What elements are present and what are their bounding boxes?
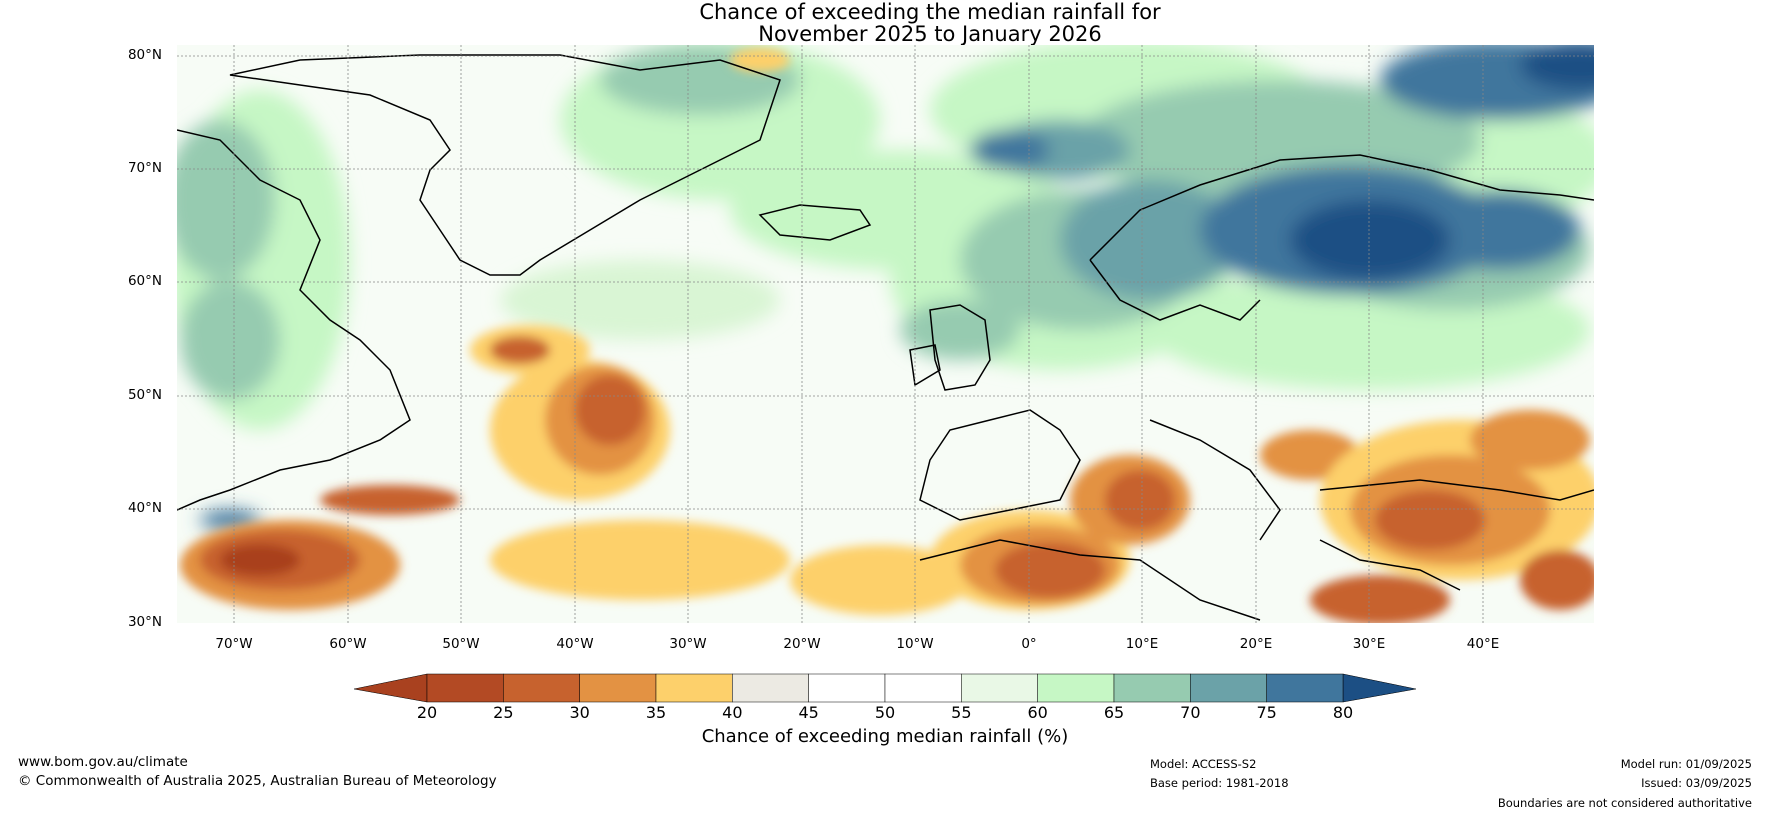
map-title-line-2: November 2025 to January 2026 bbox=[758, 22, 1102, 46]
colorbar-cell bbox=[503, 673, 580, 703]
copyright-text: © Commonwealth of Australia 2025, Austra… bbox=[18, 773, 497, 789]
colorbar-tick-label: 25 bbox=[493, 703, 514, 722]
model-run-text: Model run: 01/09/2025 bbox=[1620, 757, 1752, 771]
colorbar-tick-label: 30 bbox=[569, 703, 590, 722]
colorbar-tick-label: 70 bbox=[1180, 703, 1201, 722]
lon-label-50w: 50°W bbox=[442, 636, 480, 652]
lon-label-20e: 20°E bbox=[1239, 636, 1273, 652]
model-text: Model: ACCESS-S2 bbox=[1150, 757, 1257, 771]
lon-label-20w: 20°W bbox=[783, 636, 821, 652]
colorbar-tick-label: 35 bbox=[645, 703, 667, 722]
lon-label-30e: 30°E bbox=[1352, 636, 1386, 652]
lon-label-70w: 70°W bbox=[215, 636, 253, 652]
colorbar-tick-label: 40 bbox=[722, 703, 743, 722]
lat-label-40n: 40°N bbox=[127, 500, 162, 516]
colorbar-tick-label: 50 bbox=[874, 703, 896, 722]
lon-label-40w: 40°W bbox=[556, 636, 594, 652]
colorbar-tick-label: 60 bbox=[1027, 703, 1048, 722]
colorbar-cell bbox=[732, 673, 809, 703]
colorbar-cell bbox=[1113, 673, 1191, 703]
colorbar-cell bbox=[1190, 673, 1267, 703]
lon-label-10w: 10°W bbox=[896, 636, 934, 652]
colorbar-tick-label: 20 bbox=[416, 703, 438, 722]
colorbar-cell bbox=[1037, 673, 1115, 703]
colorbar-low-extension bbox=[353, 673, 428, 703]
colorbar-tick-label: 55 bbox=[951, 703, 972, 722]
lon-label-60w: 60°W bbox=[329, 636, 367, 652]
colorbar-tick-label: 75 bbox=[1256, 703, 1277, 722]
lat-label-30n: 30°N bbox=[127, 614, 162, 630]
disclaimer-text: Boundaries are not considered authoritat… bbox=[1497, 796, 1752, 810]
colorbar-cell bbox=[1266, 673, 1344, 703]
colorbar-cell bbox=[884, 673, 962, 703]
colorbar-cell bbox=[808, 673, 886, 703]
colorbar-tick-label: 80 bbox=[1332, 703, 1354, 722]
lon-label-0: 0° bbox=[1021, 636, 1037, 652]
website-text: www.bom.gov.au/climate bbox=[18, 754, 188, 770]
lat-label-80n: 80°N bbox=[127, 47, 162, 63]
lat-label-60n: 60°N bbox=[127, 273, 162, 289]
base-period-text: Base period: 1981-2018 bbox=[1150, 776, 1289, 790]
map-title-line-1: Chance of exceeding the median rainfall … bbox=[699, 0, 1161, 24]
probability-field bbox=[177, 45, 1594, 623]
colorbar-tick-label: 45 bbox=[798, 703, 819, 722]
colorbar-cell bbox=[426, 673, 504, 703]
lon-label-30w: 30°W bbox=[669, 636, 707, 652]
colorbar-high-extension bbox=[1342, 673, 1417, 703]
colorbar-label: Chance of exceeding median rainfall (%) bbox=[701, 726, 1069, 747]
lat-label-70n: 70°N bbox=[127, 160, 162, 176]
colorbar bbox=[353, 673, 1417, 703]
lon-label-40e: 40°E bbox=[1466, 636, 1500, 652]
colorbar-tick-label: 65 bbox=[1103, 703, 1125, 722]
lat-label-50n: 50°N bbox=[127, 387, 162, 403]
colorbar-cell bbox=[961, 673, 1038, 703]
colorbar-cell bbox=[579, 673, 657, 703]
lon-label-10e: 10°E bbox=[1125, 636, 1159, 652]
issued-text: Issued: 03/09/2025 bbox=[1641, 776, 1752, 790]
colorbar-cell bbox=[655, 673, 733, 703]
